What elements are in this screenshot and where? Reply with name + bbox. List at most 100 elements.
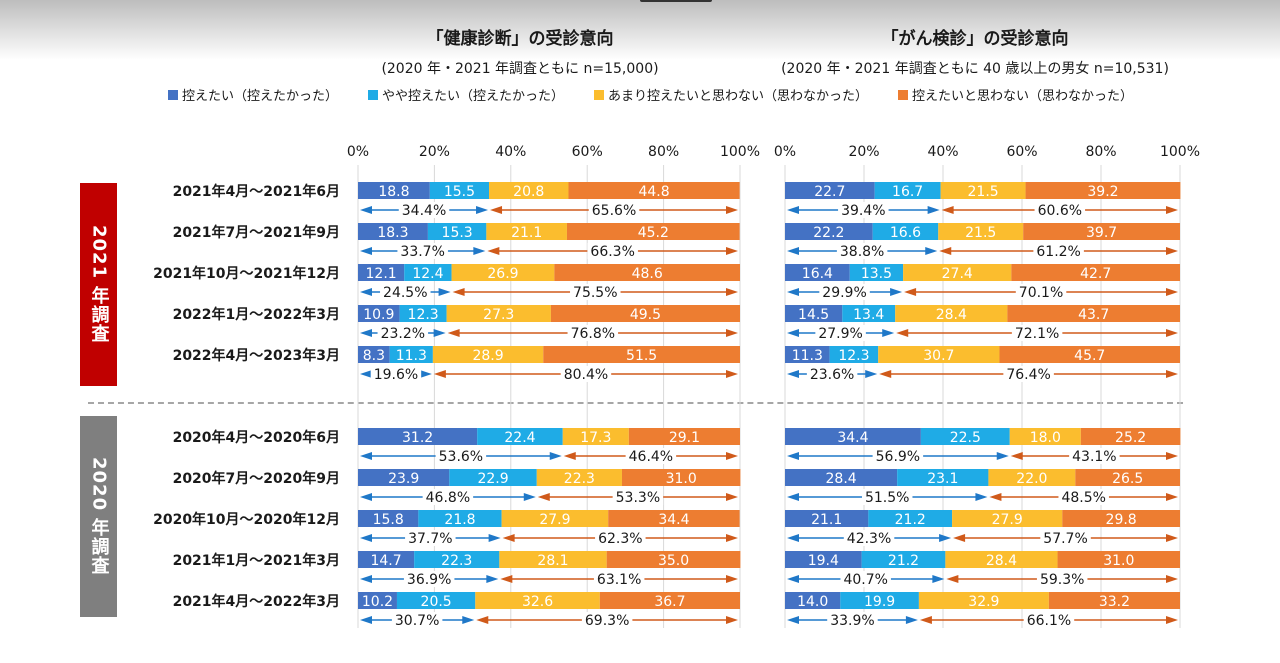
bar-segment [874,182,941,199]
data-label: 20.5 [421,594,452,610]
data-label: 22.5 [950,430,981,446]
data-label: 19.9 [864,594,895,610]
total-arrow-not-avoid-label: 53.3% [616,490,660,506]
total-arrow-avoid-head-left [360,370,372,378]
total-arrow-avoid-head-left [360,452,372,460]
total-arrow-avoid-label-bg [370,366,422,382]
total-arrow-not-avoid-label: 57.7% [1043,531,1087,547]
section-separator [88,402,1183,404]
bar-segment [550,305,740,322]
bar-segment [897,469,989,486]
data-label: 27.9 [992,512,1023,528]
total-arrow-not-avoid-label: 62.3% [598,531,642,547]
bar-segment [918,592,1049,609]
total-arrow-avoid-label: 23.6% [810,367,854,383]
data-label: 21.5 [968,184,999,200]
x-tick-label: 60% [1006,144,1037,160]
total-arrow-avoid-head-left [787,534,799,542]
total-arrow-not-avoid-head-left [490,206,503,214]
bar-segment [358,182,430,199]
data-label: 21.1 [511,225,542,241]
total-arrow-avoid-head-left [787,616,799,624]
data-label: 15.8 [373,512,404,528]
total-arrow-not-avoid-head-left [904,288,917,296]
total-arrow-not-avoid-head-left [487,247,500,255]
total-arrow-not-avoid-head-right [726,616,738,624]
total-arrow-avoid-head-right [890,288,903,296]
total-arrow-not-avoid-head-right [726,288,738,296]
total-arrow-avoid-label-bg [391,612,443,628]
row-label: 2022年1月～2022年3月 [172,307,340,323]
bar-segment [785,223,873,240]
data-label: 29.8 [1106,512,1137,528]
total-arrow-not-avoid-head-right [1166,206,1178,214]
bar-segment [358,469,450,486]
total-arrow-not-avoid-label-bg [1069,448,1120,464]
bar-segment [404,264,452,281]
total-arrow-not-avoid-head-right [726,452,738,460]
total-arrow-not-avoid-head-left [537,493,550,501]
total-arrow-avoid-label: 19.6% [374,367,418,383]
bar-segment [608,510,740,527]
row-label: 2020年7月～2020年9月 [172,471,340,487]
total-arrow-not-avoid-label-bg [588,202,640,218]
total-arrow-avoid-head-right [882,329,895,337]
total-arrow-avoid-label-bg [403,571,455,587]
legend-label: あまり控えたいと思わない（思わなかった） [608,89,869,104]
total-arrow-not-avoid-label: 59.3% [1040,572,1084,588]
total-arrow-not-avoid-label-bg [1015,284,1067,300]
legend-swatch [368,89,379,100]
bar-segment [358,428,478,445]
legend-swatch [168,89,178,100]
total-arrow-avoid-head-left [787,370,799,378]
total-arrow-avoid-head-right [865,370,878,378]
x-tick-label: 40% [495,144,526,160]
bar-segment [785,182,875,199]
data-label: 39.2 [1087,184,1118,200]
total-arrow-avoid-head-left [787,206,799,214]
total-arrow-not-avoid-head-right [726,206,738,214]
total-arrow-avoid-label-bg [872,448,924,464]
legend-item: あまり控えたいと思わない（思わなかった） [594,85,868,104]
bar-segment [872,223,939,240]
bar-segment [418,510,502,527]
total-arrow-not-avoid-label-bg [1040,530,1091,546]
total-arrow-not-avoid-head-left [941,206,954,214]
bar-segment [920,428,1010,445]
total-arrow-avoid-label: 27.9% [818,326,862,342]
bar-segment [358,264,405,281]
total-arrow-avoid-head-left [787,329,799,337]
total-arrow-avoid-head-left [787,575,799,583]
total-arrow-not-avoid-head-left [989,493,1002,501]
bar-segment [358,551,415,568]
data-label: 22.0 [1016,471,1047,487]
total-arrow-not-avoid-head-left [452,288,465,296]
data-label: 22.4 [504,430,535,446]
bar-segment [895,305,1008,322]
bar-segment [358,592,397,609]
data-label: 23.1 [927,471,958,487]
total-arrow-not-avoid-head-right [726,247,738,255]
total-arrow-avoid-head-left [787,288,799,296]
bar-segment [1023,223,1180,240]
total-arrow-not-avoid-head-right [1166,575,1178,583]
chart-subtitle-left: (2020 年・2021 年調査ともに n=15,000) [381,61,659,77]
x-tick-label: 60% [572,144,603,160]
data-label: 28.1 [537,553,568,569]
total-arrow-not-avoid-label-bg [625,448,677,464]
total-arrow-not-avoid-label-bg [593,571,645,587]
bar-segment [486,223,567,240]
data-label: 21.1 [811,512,842,528]
total-arrow-not-avoid-head-left [1010,452,1023,460]
bar-segment [429,182,490,199]
total-arrow-avoid-head-left [787,452,799,460]
legend-label: 控えたい（控えたかった） [182,89,339,104]
total-arrow-not-avoid-head-right [726,329,738,337]
data-label: 21.8 [444,512,475,528]
bar-segment [1007,305,1180,322]
bar-segment [606,551,741,568]
total-arrow-not-avoid-label-bg [587,243,638,259]
total-arrow-not-avoid-label-bg [1011,325,1063,341]
legend-swatch [898,89,909,100]
total-arrow-avoid-label: 34.4% [402,203,446,219]
